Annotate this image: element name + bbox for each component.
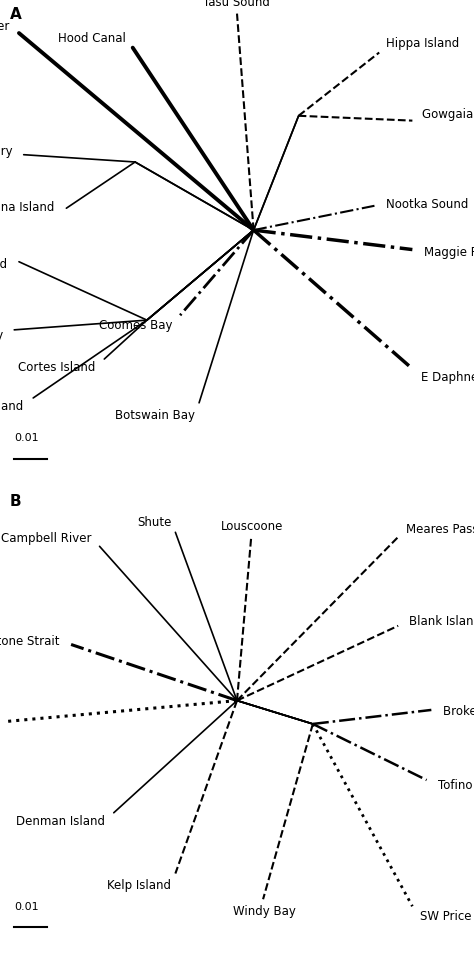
Text: Round Island: Round Island — [0, 257, 7, 271]
Text: Louscoone: Louscoone — [221, 519, 283, 533]
Text: Tasu Sound: Tasu Sound — [202, 0, 270, 9]
Text: SW Price: SW Price — [420, 909, 472, 922]
Text: Marina Island: Marina Island — [0, 201, 55, 214]
Text: Point Heyer: Point Heyer — [0, 20, 10, 32]
Text: Porpoise Bay: Porpoise Bay — [0, 329, 3, 341]
Text: Denman Island: Denman Island — [16, 814, 105, 827]
Text: B: B — [9, 493, 21, 508]
Text: Botswain Bay: Botswain Bay — [116, 409, 195, 421]
Text: A: A — [9, 8, 21, 22]
Text: Blank Island: Blank Island — [409, 615, 474, 628]
Text: Shute: Shute — [137, 516, 172, 528]
Text: Broken Group: Broken Group — [443, 704, 474, 718]
Text: Thormanby Island: Thormanby Island — [0, 399, 24, 413]
Text: North Savory: North Savory — [0, 146, 12, 158]
Text: Hippa Island: Hippa Island — [386, 37, 459, 51]
Text: Gowgaia Bay: Gowgaia Bay — [422, 109, 474, 121]
Text: Nootka Sound: Nootka Sound — [386, 197, 468, 211]
Text: Campbell River: Campbell River — [1, 532, 91, 544]
Text: 0.01: 0.01 — [14, 901, 39, 911]
Text: Meares Pass: Meares Pass — [406, 522, 474, 536]
Text: Kelp Island: Kelp Island — [108, 878, 172, 891]
Text: Coomes Bay: Coomes Bay — [99, 318, 172, 332]
Text: E Daphne Point: E Daphne Point — [421, 371, 474, 384]
Text: Maggie River: Maggie River — [424, 245, 474, 258]
Text: Johnstone Strait: Johnstone Strait — [0, 635, 60, 647]
Text: Windy Bay: Windy Bay — [233, 904, 296, 918]
Text: 0.01: 0.01 — [14, 433, 39, 442]
Text: Cortes Island: Cortes Island — [18, 361, 95, 374]
Text: Tofino: Tofino — [438, 779, 472, 791]
Text: Hood Canal: Hood Canal — [58, 32, 126, 45]
